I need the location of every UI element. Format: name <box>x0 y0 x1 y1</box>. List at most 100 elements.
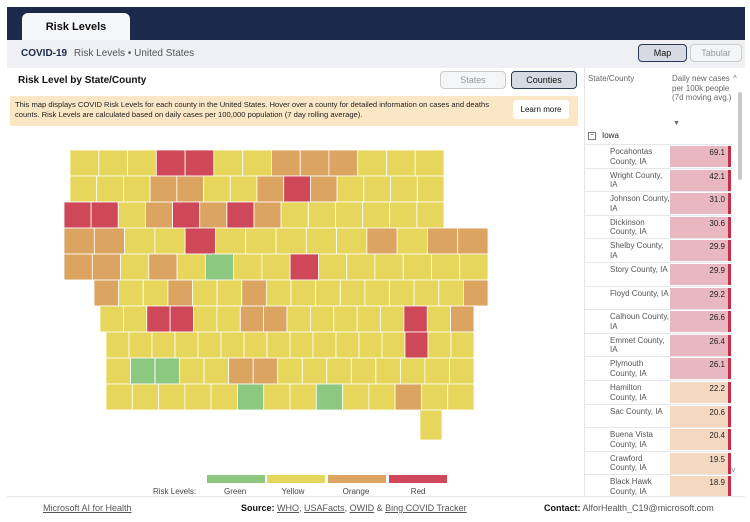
county-shape[interactable] <box>450 305 475 333</box>
county-shape[interactable] <box>420 383 449 411</box>
county-shape[interactable] <box>413 279 440 307</box>
county-shape[interactable] <box>459 253 489 281</box>
county-shape[interactable] <box>389 201 418 229</box>
county-shape[interactable] <box>154 227 186 255</box>
county-shape[interactable] <box>356 305 381 333</box>
table-row[interactable]: Pocahontas County, IA 69.1 <box>584 144 732 168</box>
county-shape[interactable] <box>368 383 396 411</box>
table-row[interactable]: Dickinson County, IA 30.6 <box>584 214 732 239</box>
county-shape[interactable] <box>396 227 428 255</box>
table-row[interactable]: Floyd County, IA 29.2 <box>584 285 732 310</box>
county-shape[interactable] <box>380 305 405 333</box>
county-shape[interactable] <box>130 357 156 385</box>
county-shape[interactable] <box>69 175 98 203</box>
county-shape[interactable] <box>402 253 432 281</box>
county-shape[interactable] <box>216 305 241 333</box>
county-shape[interactable] <box>239 305 265 333</box>
table-row[interactable]: Sac County, IA 20.6 <box>584 403 732 428</box>
county-shape[interactable] <box>357 149 387 177</box>
county-shape[interactable] <box>229 175 258 203</box>
table-row[interactable]: Hamilton County, IA 22.2 <box>584 380 732 404</box>
county-shape[interactable] <box>277 357 303 385</box>
county-shape[interactable] <box>263 383 291 411</box>
county-shape[interactable] <box>167 279 193 307</box>
county-shape[interactable] <box>226 201 255 229</box>
county-shape[interactable] <box>123 175 151 203</box>
county-shape[interactable] <box>233 253 263 281</box>
county-shape[interactable] <box>118 279 144 307</box>
county-shape[interactable] <box>286 305 311 333</box>
column-header-daily-cases[interactable]: Daily new cases per 100k people (7d movi… <box>672 74 732 102</box>
county-shape[interactable] <box>253 201 282 229</box>
collapse-icon[interactable]: − <box>588 131 596 140</box>
county-shape[interactable] <box>241 279 267 307</box>
county-shape[interactable] <box>431 253 461 281</box>
county-shape[interactable] <box>203 357 230 385</box>
table-row[interactable]: Plymouth County, IA 26.1 <box>584 356 732 380</box>
county-shape[interactable] <box>447 383 475 411</box>
county-shape[interactable] <box>64 201 92 229</box>
county-shape[interactable] <box>283 175 311 203</box>
county-shape[interactable] <box>315 383 344 411</box>
table-row[interactable]: Crawford County, IA 19.5 <box>584 450 732 475</box>
scroll-down-icon[interactable]: ˅ <box>731 466 736 475</box>
scroll-up-icon[interactable]: ^ <box>733 74 737 83</box>
source-link-who[interactable]: WHO <box>277 503 300 513</box>
county-shape[interactable] <box>64 227 95 255</box>
county-shape[interactable] <box>363 175 391 203</box>
county-shape[interactable] <box>450 331 475 359</box>
county-shape[interactable] <box>424 357 450 385</box>
group-iowa[interactable]: − Iowa <box>588 131 619 140</box>
county-shape[interactable] <box>203 175 231 203</box>
county-shape[interactable] <box>290 279 317 307</box>
county-shape[interactable] <box>131 383 160 411</box>
county-shape[interactable] <box>155 149 186 177</box>
county-shape[interactable] <box>124 227 156 255</box>
county-shape[interactable] <box>265 279 292 307</box>
county-shape[interactable] <box>399 357 426 385</box>
scrollbar-thumb[interactable] <box>738 92 742 180</box>
table-row[interactable]: Black Hawk County, IA 18.9 <box>584 474 732 498</box>
county-shape[interactable] <box>386 149 416 177</box>
county-shape[interactable] <box>381 331 406 359</box>
county-shape[interactable] <box>404 331 429 359</box>
county-shape[interactable] <box>120 253 150 281</box>
map-view-button[interactable]: Map <box>638 44 687 62</box>
sort-desc-icon[interactable]: ▼ <box>673 120 680 127</box>
county-shape[interactable] <box>128 331 153 359</box>
county-shape[interactable] <box>242 149 272 177</box>
county-shape[interactable] <box>390 175 418 203</box>
county-shape[interactable] <box>305 227 338 255</box>
source-link-owid[interactable]: OWID <box>349 503 375 513</box>
county-shape[interactable] <box>328 149 359 177</box>
county-shape[interactable] <box>299 149 330 177</box>
table-row[interactable]: Wright County, IA 42.1 <box>584 167 732 192</box>
county-shape[interactable] <box>105 383 133 411</box>
county-shape[interactable] <box>184 227 216 255</box>
county-shape[interactable] <box>438 279 464 307</box>
county-shape[interactable] <box>93 279 120 307</box>
county-shape[interactable] <box>427 331 452 359</box>
county-shape[interactable] <box>275 227 307 255</box>
county-shape[interactable] <box>105 357 131 385</box>
county-shape[interactable] <box>192 279 218 307</box>
county-shape[interactable] <box>204 253 235 281</box>
county-shape[interactable] <box>142 279 169 307</box>
county-shape[interactable] <box>317 253 348 281</box>
county-shape[interactable] <box>334 201 363 229</box>
county-shape[interactable] <box>301 357 328 385</box>
county-shape[interactable] <box>252 357 279 385</box>
county-shape[interactable] <box>289 253 319 281</box>
county-shape[interactable] <box>172 201 201 229</box>
county-shape[interactable] <box>146 305 171 333</box>
county-shape[interactable] <box>333 305 358 333</box>
county-shape[interactable] <box>416 175 445 203</box>
states-toggle-button[interactable]: States <box>440 71 506 89</box>
county-shape[interactable] <box>336 227 368 255</box>
county-shape[interactable] <box>462 279 489 307</box>
county-shape[interactable] <box>419 409 443 441</box>
county-shape[interactable] <box>123 305 148 333</box>
footer-link-microsoft-ai[interactable]: Microsoft AI for Health <box>43 503 132 513</box>
county-shape[interactable] <box>280 201 309 229</box>
county-shape[interactable] <box>389 279 415 307</box>
